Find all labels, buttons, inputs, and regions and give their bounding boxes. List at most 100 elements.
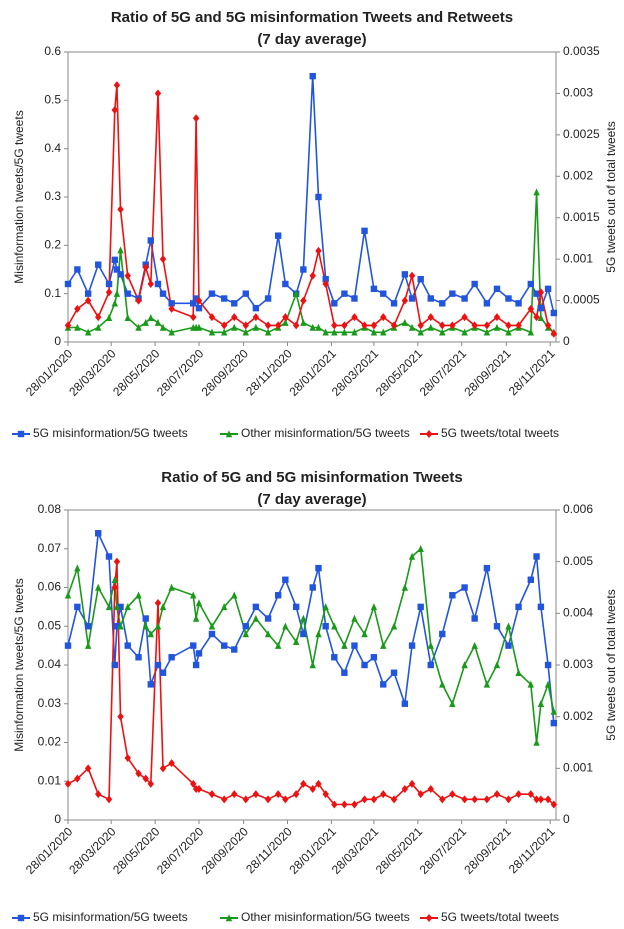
marker-diamond	[341, 321, 348, 330]
marker-diamond	[449, 790, 456, 799]
marker-diamond	[282, 313, 289, 322]
marker-diamond	[208, 313, 216, 322]
marker-square	[190, 300, 197, 307]
marker-square	[252, 304, 260, 312]
marker-diamond	[505, 321, 512, 330]
x-tick-label: 28/07/2021	[417, 346, 470, 399]
marker-square	[505, 295, 512, 302]
marker-square	[322, 623, 329, 630]
marker-square	[527, 576, 535, 583]
marker-square	[159, 669, 167, 676]
legend-label: 5G tweets/total tweets	[441, 426, 559, 440]
marker-square	[544, 661, 552, 669]
marker-diamond	[220, 321, 228, 330]
y2-axis-label: 5G tweets out of total tweets	[604, 121, 618, 272]
marker-triangle	[159, 323, 167, 331]
marker-diamond	[190, 779, 197, 788]
x-tick-label: 28/07/2021	[417, 824, 470, 877]
marker-square	[351, 295, 358, 302]
marker-diamond	[425, 914, 433, 922]
marker-square	[361, 227, 368, 235]
marker-square	[427, 295, 434, 302]
marker-triangle	[154, 622, 162, 630]
marker-square	[390, 300, 398, 307]
marker-triangle	[315, 323, 322, 331]
marker-square	[17, 430, 25, 438]
y-tick-label: 0.07	[38, 541, 62, 555]
marker-diamond	[95, 790, 102, 799]
marker-square	[190, 642, 197, 649]
y-tick-label: 0.04	[38, 657, 62, 671]
marker-diamond	[439, 321, 446, 330]
marker-diamond	[282, 795, 289, 804]
marker-square	[493, 623, 501, 630]
marker-diamond	[471, 321, 478, 330]
y2-tick-label: 0.003	[563, 86, 593, 100]
marker-diamond	[527, 304, 535, 313]
marker-square	[537, 603, 545, 611]
marker-diamond	[533, 313, 540, 322]
marker-square	[427, 661, 434, 669]
chart-subtitle: (7 day average)	[257, 31, 366, 48]
marker-triangle	[292, 637, 300, 645]
marker-triangle	[449, 699, 456, 707]
marker-square	[117, 603, 124, 611]
marker-diamond	[315, 779, 322, 788]
marker-triangle	[341, 328, 348, 336]
marker-triangle	[417, 544, 424, 552]
y2-tick-label: 0.0015	[563, 210, 600, 224]
marker-diamond	[533, 795, 540, 804]
marker-square	[370, 654, 378, 661]
marker-square	[331, 300, 338, 307]
marker-diamond	[242, 321, 249, 330]
marker-square	[282, 576, 289, 583]
marker-diamond	[264, 321, 272, 330]
marker-triangle	[408, 552, 416, 560]
marker-diamond	[361, 321, 368, 330]
marker-diamond	[168, 304, 175, 313]
marker-square	[417, 275, 424, 283]
y2-tick-label: 0.0035	[563, 44, 600, 58]
marker-diamond	[483, 321, 491, 330]
marker-triangle	[154, 318, 162, 326]
marker-triangle	[159, 603, 167, 611]
marker-diamond	[190, 313, 197, 322]
marker-triangle	[370, 328, 378, 336]
marker-diamond	[439, 795, 446, 804]
marker-diamond	[242, 795, 249, 804]
marker-triangle	[111, 299, 118, 307]
marker-square	[95, 530, 102, 537]
marker-diamond	[252, 790, 260, 799]
marker-square	[17, 914, 25, 922]
marker-square	[537, 304, 545, 312]
marker-triangle	[225, 914, 233, 922]
marker-diamond	[401, 785, 409, 793]
marker-square	[220, 295, 228, 302]
marker-diamond	[142, 774, 149, 783]
marker-square	[192, 295, 200, 302]
marker-triangle	[401, 318, 409, 326]
marker-diamond	[300, 779, 307, 788]
marker-diamond	[351, 800, 358, 809]
marker-triangle	[527, 680, 535, 688]
marker-square	[471, 615, 478, 622]
y-tick-label: 0.2	[44, 238, 61, 252]
marker-square	[142, 615, 149, 622]
marker-diamond	[449, 321, 456, 330]
marker-square	[380, 290, 387, 297]
marker-triangle	[493, 323, 501, 331]
marker-triangle	[84, 641, 92, 649]
y-axis-label: Misinformation tweets/5G tweets	[12, 110, 26, 283]
marker-triangle	[135, 591, 142, 599]
marker-triangle	[84, 328, 92, 336]
marker-square	[550, 719, 558, 727]
marker-diamond	[159, 255, 167, 264]
marker-square	[274, 592, 282, 599]
marker-square	[300, 266, 307, 273]
marker-diamond	[252, 313, 260, 322]
marker-triangle	[135, 323, 142, 331]
marker-triangle	[124, 314, 131, 322]
marker-square	[401, 700, 409, 707]
marker-diamond	[168, 759, 175, 768]
